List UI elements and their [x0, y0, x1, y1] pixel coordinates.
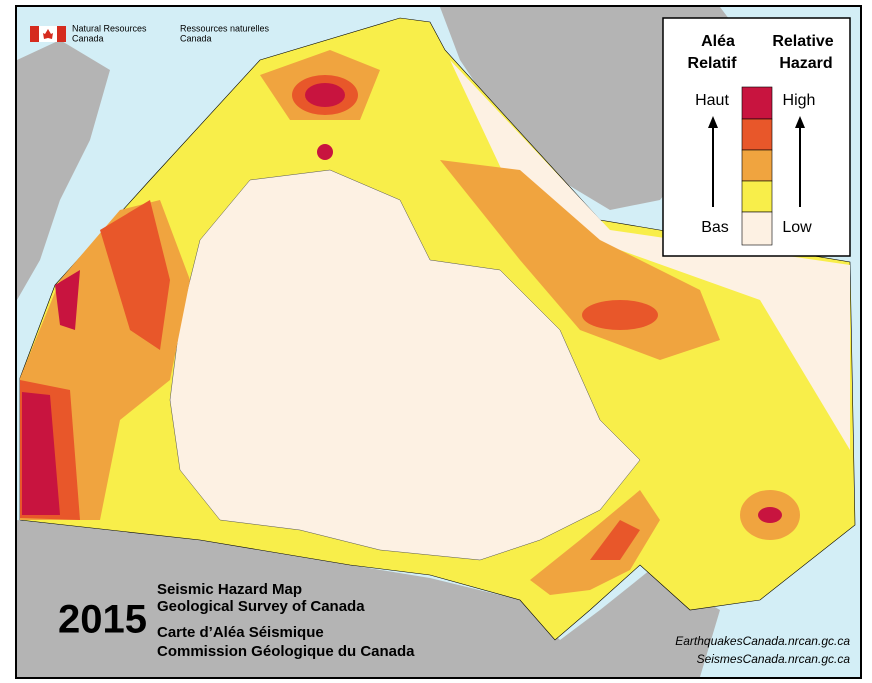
hazard-zone-verylow	[169, 169, 641, 561]
footer-line: Carte d’Aléa Séismique	[157, 624, 324, 641]
flag-bar	[30, 26, 39, 42]
department-en: Natural Resources	[72, 23, 147, 33]
url: SeismesCanada.nrcan.gc.ca	[697, 652, 851, 666]
legend-swatch	[741, 118, 773, 151]
url: EarthquakesCanada.nrcan.gc.ca	[675, 634, 850, 648]
year: 2015	[58, 598, 147, 642]
hazard-zone-veryhigh-north2	[317, 144, 333, 160]
legend-low-fr: Bas	[701, 219, 729, 236]
legend-title-fr: Relatif	[688, 55, 738, 72]
footer-line: Seismic Hazard Map	[157, 581, 302, 598]
legend-swatch	[741, 180, 773, 213]
department-en: Canada	[72, 33, 104, 43]
hazard-zone-verylow-offshore	[450, 60, 850, 450]
hazard-zone-high-east	[590, 520, 640, 560]
legend-arrowhead	[795, 116, 805, 128]
legend-high-fr: Haut	[695, 92, 729, 109]
hazard-zone-veryhigh-coast	[55, 270, 80, 330]
legend-swatch	[741, 149, 773, 182]
hazard-zone-high-baffin	[582, 300, 658, 330]
footer-line: Commission Géologique du Canada	[157, 643, 415, 660]
flag-leaf	[43, 29, 53, 39]
usa	[17, 520, 720, 677]
department-fr: Canada	[180, 33, 212, 43]
alaska	[17, 40, 110, 300]
flag-bar	[57, 26, 66, 42]
legend-swatch	[741, 86, 773, 120]
hazard-zone-high-yukon	[100, 200, 170, 350]
legend-swatch	[741, 211, 773, 246]
legend-high-en: High	[783, 92, 816, 109]
legend-title-en: Relative	[772, 33, 833, 50]
hazard-zone-veryhigh-offshore	[758, 507, 782, 523]
legend-arrowhead	[708, 116, 718, 128]
legend-title-en: Hazard	[779, 55, 832, 72]
department-fr: Ressources naturelles	[180, 23, 270, 33]
hazard-zone-veryhigh-north	[305, 83, 345, 107]
legend-title-fr: Aléa	[701, 33, 735, 50]
hazard-zone-veryhigh-west	[22, 392, 60, 515]
legend-low-en: Low	[782, 219, 812, 236]
footer-line: Geological Survey of Canada	[157, 598, 365, 615]
hazard-zone-moderate-east	[530, 490, 660, 595]
